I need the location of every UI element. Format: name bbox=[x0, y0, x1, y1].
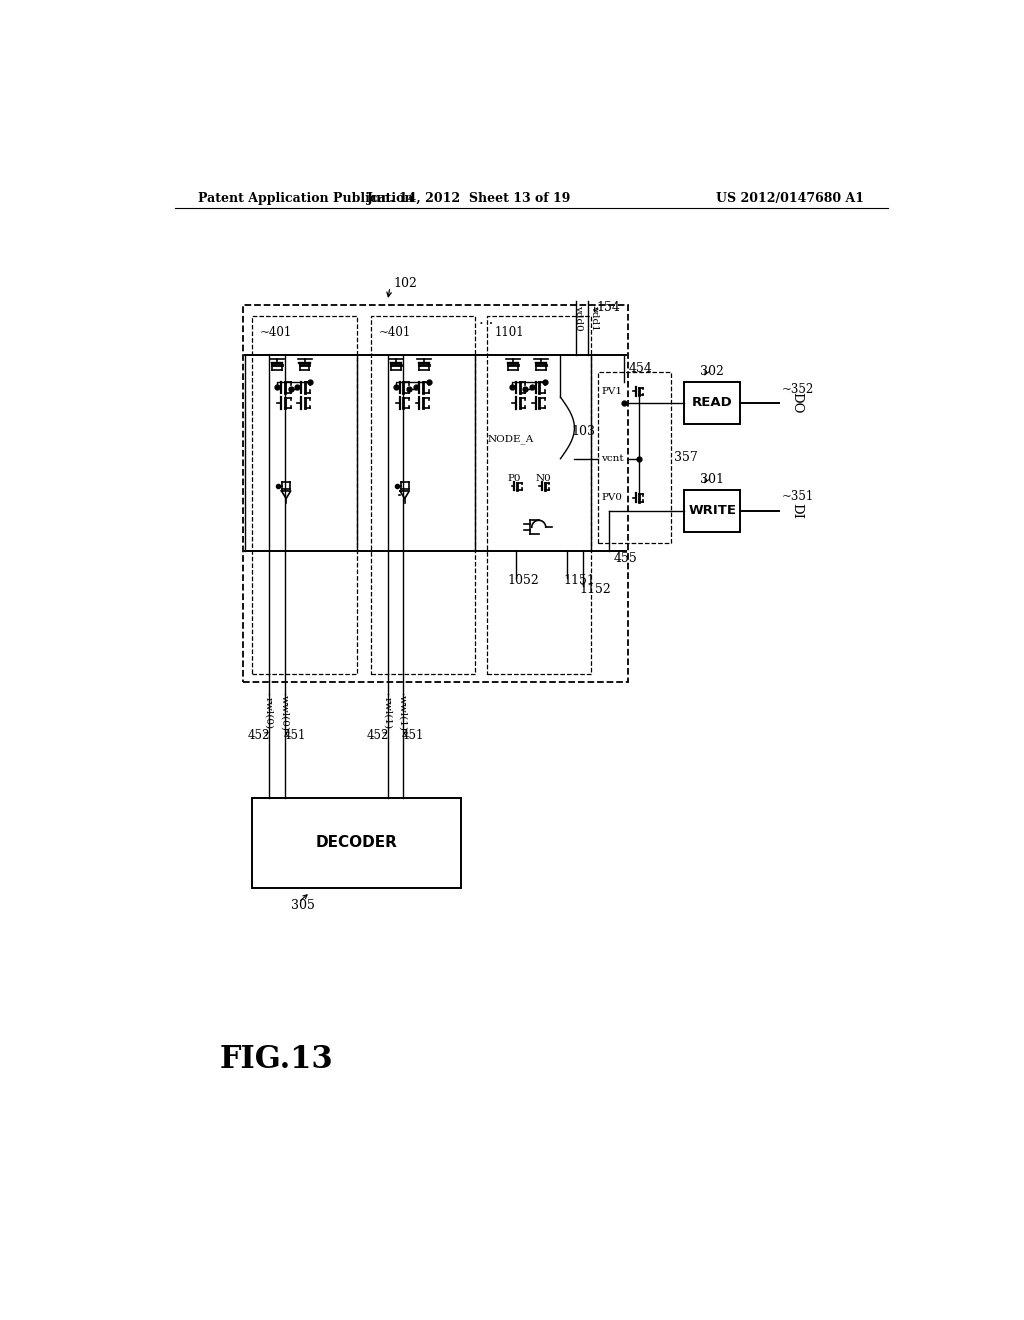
Text: 1151: 1151 bbox=[563, 574, 595, 587]
Text: 452: 452 bbox=[248, 730, 270, 742]
Text: rwl(1): rwl(1) bbox=[383, 697, 392, 729]
Text: 454: 454 bbox=[629, 362, 652, 375]
Bar bbox=[252, 317, 356, 675]
Text: . .: . . bbox=[479, 313, 494, 327]
Text: P0: P0 bbox=[508, 474, 521, 483]
Text: DI: DI bbox=[791, 503, 804, 519]
Text: 154: 154 bbox=[597, 301, 621, 314]
Text: 102: 102 bbox=[394, 277, 418, 290]
Bar bbox=[243, 305, 628, 682]
Text: NODE_A: NODE_A bbox=[487, 434, 534, 445]
Text: ~352: ~352 bbox=[781, 383, 814, 396]
Text: 103: 103 bbox=[571, 425, 595, 438]
Bar bbox=[252, 797, 461, 888]
Text: DO: DO bbox=[791, 392, 804, 413]
Text: Patent Application Publication: Patent Application Publication bbox=[198, 191, 414, 205]
Text: 455: 455 bbox=[613, 552, 637, 565]
Text: vdd1: vdd1 bbox=[590, 305, 599, 331]
Text: PV1: PV1 bbox=[601, 387, 623, 396]
Bar bbox=[371, 317, 475, 675]
Text: 451: 451 bbox=[402, 730, 424, 742]
Text: 305: 305 bbox=[291, 899, 314, 912]
Text: Jun. 14, 2012  Sheet 13 of 19: Jun. 14, 2012 Sheet 13 of 19 bbox=[367, 191, 571, 205]
Text: ~401: ~401 bbox=[260, 326, 292, 339]
Text: ~351: ~351 bbox=[781, 490, 814, 503]
Text: READ: READ bbox=[692, 396, 733, 409]
Text: WRITE: WRITE bbox=[688, 504, 736, 517]
Text: FIG.13: FIG.13 bbox=[219, 1044, 333, 1074]
Text: 1152: 1152 bbox=[579, 583, 610, 597]
Text: 1101: 1101 bbox=[495, 326, 524, 339]
Text: 452: 452 bbox=[367, 730, 389, 742]
Text: 302: 302 bbox=[700, 366, 724, 379]
Text: 451: 451 bbox=[284, 730, 306, 742]
Bar bbox=[486, 317, 592, 675]
Bar bbox=[684, 490, 740, 532]
Text: rwl(0): rwl(0) bbox=[264, 697, 273, 729]
Text: US 2012/0147680 A1: US 2012/0147680 A1 bbox=[716, 191, 864, 205]
Text: 357: 357 bbox=[675, 451, 698, 465]
Text: PV0: PV0 bbox=[601, 494, 623, 503]
Bar bbox=[598, 372, 671, 544]
Text: wwl(0): wwl(0) bbox=[280, 694, 289, 731]
Text: wwl(1): wwl(1) bbox=[398, 694, 408, 731]
Text: 1052: 1052 bbox=[508, 574, 540, 587]
Text: vcnt: vcnt bbox=[601, 454, 625, 463]
Bar bbox=[684, 381, 740, 424]
Text: ~401: ~401 bbox=[378, 326, 411, 339]
Text: N0: N0 bbox=[536, 474, 551, 483]
Text: vdd0: vdd0 bbox=[574, 305, 584, 331]
Text: DECODER: DECODER bbox=[315, 836, 397, 850]
Text: 301: 301 bbox=[700, 473, 724, 486]
